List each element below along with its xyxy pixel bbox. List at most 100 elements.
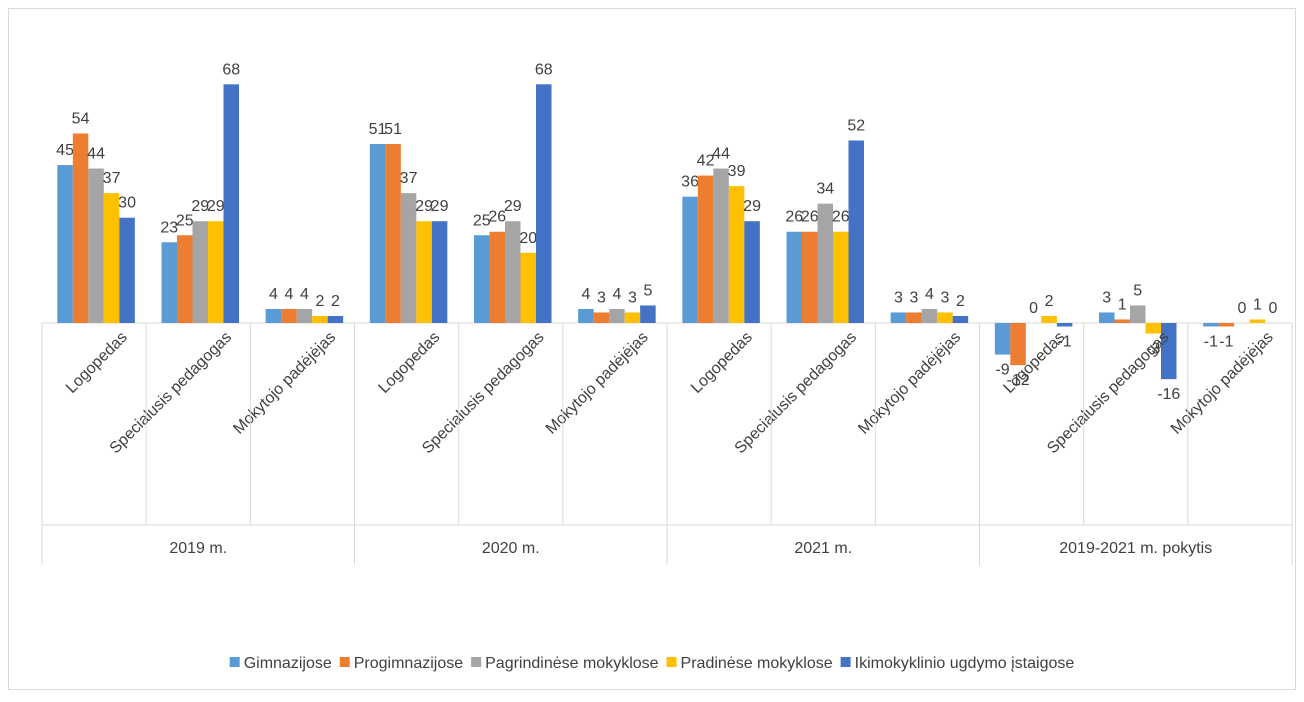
data-label: 1 — [1118, 296, 1127, 313]
data-label: 39 — [728, 163, 746, 180]
bar — [328, 316, 344, 323]
bar — [73, 133, 89, 323]
data-label: 51 — [384, 121, 402, 138]
bar — [193, 221, 209, 323]
data-label: 30 — [118, 195, 136, 212]
data-label: 4 — [612, 286, 621, 303]
bar — [578, 309, 594, 323]
bar — [401, 193, 417, 323]
data-label: 0 — [1268, 300, 1277, 317]
data-label: 3 — [909, 289, 918, 306]
bar — [385, 144, 401, 323]
bar — [177, 235, 193, 323]
data-label: 29 — [743, 198, 761, 215]
group-label: 2021 m. — [794, 540, 852, 557]
data-label: 4 — [300, 286, 309, 303]
group-label: 2019 m. — [169, 540, 227, 557]
data-label: 0 — [1237, 300, 1246, 317]
bar — [1130, 305, 1146, 323]
bar — [1057, 323, 1073, 327]
data-label: 3 — [628, 289, 637, 306]
bar — [162, 242, 178, 323]
bar — [88, 169, 104, 323]
data-label: 3 — [1102, 289, 1111, 306]
data-label: -1 — [1204, 334, 1218, 351]
data-label: 1 — [1253, 296, 1262, 313]
data-label: 68 — [222, 61, 240, 78]
legend-swatch — [340, 657, 350, 667]
bar — [505, 221, 521, 323]
bar — [1115, 319, 1131, 323]
data-label: -1 — [1219, 334, 1233, 351]
bar — [104, 193, 120, 323]
bar — [370, 144, 386, 323]
data-label: 45 — [56, 142, 74, 159]
data-label: 2 — [331, 293, 340, 310]
data-label: 2 — [315, 293, 324, 310]
bar — [208, 221, 224, 323]
data-label: 34 — [816, 181, 834, 198]
bar — [490, 232, 506, 323]
data-label: 0 — [1029, 300, 1038, 317]
data-label: 5 — [1133, 282, 1142, 299]
data-label: 44 — [712, 146, 730, 163]
data-label: 3 — [597, 289, 606, 306]
data-label: 2 — [956, 293, 965, 310]
legend-swatch — [667, 657, 677, 667]
legend-swatch — [230, 657, 240, 667]
bar — [906, 312, 922, 323]
bar — [625, 312, 641, 323]
bar — [640, 305, 656, 323]
legend-label: Pradinėse mokyklose — [681, 655, 833, 672]
legend-label: Progimnazijose — [354, 655, 463, 672]
bar — [995, 323, 1011, 355]
bar — [281, 309, 297, 323]
bar — [416, 221, 432, 323]
data-label: 37 — [103, 170, 121, 187]
bar — [849, 140, 865, 323]
data-label: 20 — [519, 230, 537, 247]
bar — [833, 232, 849, 323]
group-label: 2020 m. — [482, 540, 540, 557]
bar — [1099, 312, 1115, 323]
bar — [297, 309, 313, 323]
bar — [953, 316, 969, 323]
bar — [713, 169, 729, 323]
data-label: 4 — [925, 286, 934, 303]
data-label: 68 — [535, 61, 553, 78]
bar — [682, 197, 698, 323]
bar — [744, 221, 760, 323]
data-label: 4 — [269, 286, 278, 303]
bar — [698, 176, 714, 323]
bar — [1219, 323, 1235, 327]
bar — [224, 84, 240, 323]
legend-label: Gimnazijose — [244, 655, 332, 672]
data-label: 54 — [72, 110, 90, 127]
legend-label: Pagrindinėse mokyklose — [485, 655, 659, 672]
data-label: 36 — [681, 174, 699, 191]
data-label: 29 — [504, 198, 522, 215]
bar — [594, 312, 610, 323]
legend-swatch — [841, 657, 851, 667]
bar — [937, 312, 953, 323]
bar — [312, 316, 328, 323]
data-label: 52 — [847, 117, 865, 134]
bar — [802, 232, 818, 323]
data-label: 3 — [894, 289, 903, 306]
bar — [1250, 319, 1266, 323]
data-label: 26 — [801, 209, 819, 226]
data-label: 2 — [1045, 293, 1054, 310]
bar — [266, 309, 282, 323]
bar — [787, 232, 803, 323]
data-label: 29 — [431, 198, 449, 215]
bar — [729, 186, 745, 323]
legend-label: Ikimokyklinio ugdymo įstaigose — [855, 655, 1075, 672]
bar — [521, 253, 537, 323]
bar — [818, 204, 834, 323]
bar — [891, 312, 907, 323]
data-label: 3 — [940, 289, 949, 306]
group-label: 2019-2021 m. pokytis — [1059, 540, 1212, 557]
data-label: 37 — [400, 170, 418, 187]
